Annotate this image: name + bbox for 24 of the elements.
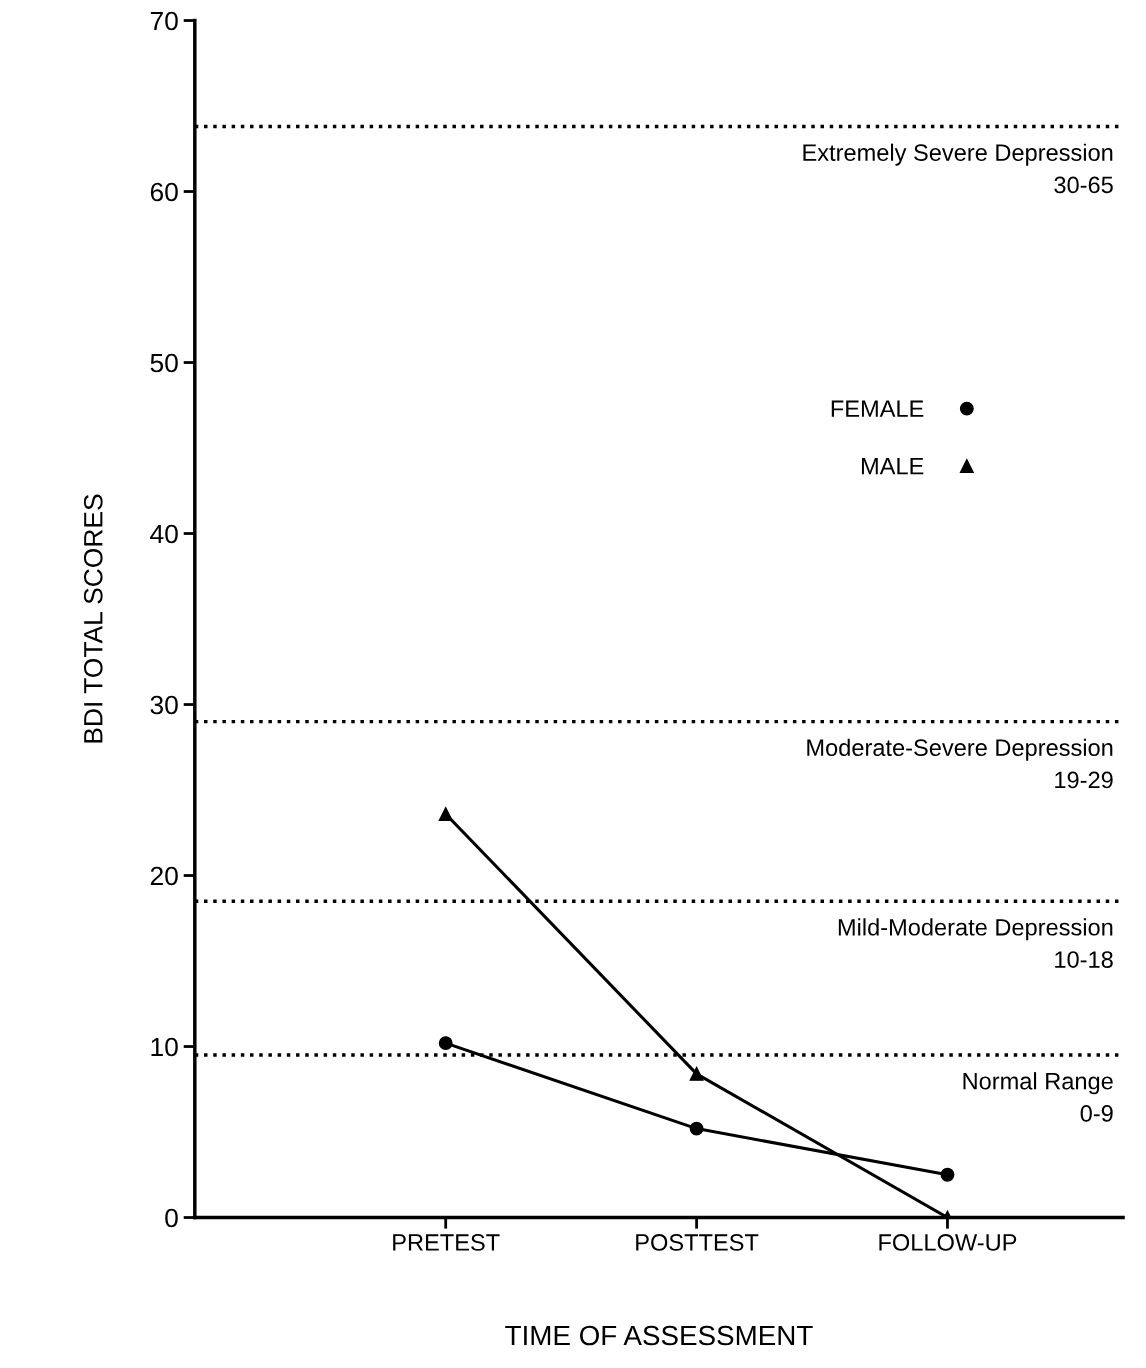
y-tick-label: 20 [150,866,178,886]
y-tick-label: 70 [150,11,178,31]
y-tick-label: 30 [150,695,178,715]
x-tick-label: POSTTEST [636,1234,759,1251]
point [438,807,453,821]
ref-line-label: Mild-Moderate Depression 10-18 [838,918,1113,968]
x-tick-label: FOLLOW-UP [879,1234,1017,1251]
y-tick-label: 50 [150,353,178,373]
y-tick-label: 60 [150,182,178,202]
x-tick-label: PRETEST [393,1234,500,1251]
ref-line-label: Normal Range 0-9 [963,1072,1113,1122]
point [689,1066,704,1081]
legend-label: MALE [861,458,924,475]
point [940,1167,955,1182]
x-axis-title: TIME OF ASSESSMENT [505,1325,813,1346]
y-axis-title: BDI TOTAL SCORES [83,494,103,743]
y-tick-label: 0 [165,1208,178,1228]
point [438,1036,453,1051]
legend-label: FEMALE [831,400,924,417]
ref-line-label: Extremely Severe Depression 30-65 [803,143,1113,194]
ref-line-label: Moderate-Severe Depression 19-29 [807,738,1113,789]
y-tick-label: 40 [150,524,178,544]
y-tick-label: 10 [151,1037,178,1057]
point [689,1121,704,1136]
